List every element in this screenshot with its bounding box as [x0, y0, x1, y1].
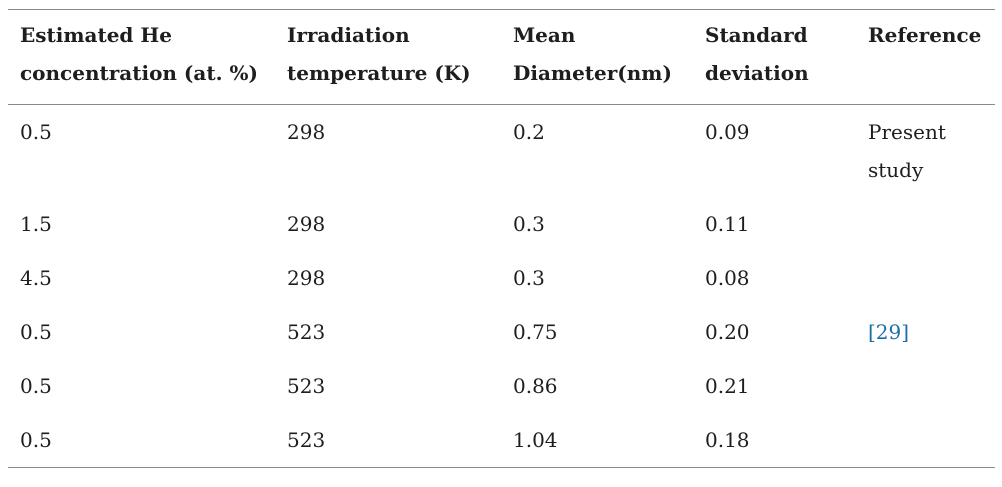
- cell-mean-diameter: 0.86: [513, 374, 558, 398]
- column-header-estimated-he-concentration: Estimated He concentration (at. %): [8, 9, 287, 105]
- cell-mean-diameter: 1.04: [513, 428, 558, 452]
- table-header: Estimated He concentration (at. %) Irrad…: [8, 9, 995, 105]
- table-row: 4.5 298 0.3 0.08: [8, 251, 995, 305]
- cell-irradiation-temperature: 523: [287, 428, 326, 452]
- cell-reference: [868, 197, 995, 251]
- cell-irradiation-temperature: 523: [287, 374, 326, 398]
- cell-mean-diameter: 0.2: [513, 120, 545, 144]
- column-header-standard-deviation: Standard deviation: [705, 9, 868, 105]
- cell-standard-deviation: 0.20: [705, 320, 750, 344]
- cell-reference: [29]: [868, 305, 995, 359]
- cell-reference: Present study: [868, 120, 946, 182]
- table-row: 0.5 523 0.75 0.20 [29]: [8, 305, 995, 359]
- cell-estimated-he-concentration: 0.5: [20, 120, 52, 144]
- cell-irradiation-temperature: 298: [287, 120, 326, 144]
- cell-estimated-he-concentration: 1.5: [20, 212, 52, 236]
- cell-estimated-he-concentration: 0.5: [20, 320, 52, 344]
- reference-citation-link[interactable]: [29]: [868, 320, 910, 344]
- table-row: 0.5 523 1.04 0.18: [8, 413, 995, 468]
- cell-estimated-he-concentration: 0.5: [20, 428, 52, 452]
- cell-reference: [868, 413, 995, 468]
- cell-standard-deviation: 0.18: [705, 428, 750, 452]
- cell-standard-deviation: 0.21: [705, 374, 750, 398]
- table-row: 0.5 298 0.2 0.09 Present study: [8, 105, 995, 198]
- cell-estimated-he-concentration: 4.5: [20, 266, 52, 290]
- cell-mean-diameter: 0.75: [513, 320, 558, 344]
- table-header-row: Estimated He concentration (at. %) Irrad…: [8, 9, 995, 105]
- cell-reference: [868, 359, 995, 413]
- cell-standard-deviation: 0.08: [705, 266, 750, 290]
- cell-estimated-he-concentration: 0.5: [20, 374, 52, 398]
- cell-irradiation-temperature: 523: [287, 320, 326, 344]
- cell-mean-diameter: 0.3: [513, 266, 545, 290]
- column-header-irradiation-temperature: Irradiation temperature (K): [287, 9, 513, 105]
- cell-standard-deviation: 0.11: [705, 212, 750, 236]
- column-header-reference: Reference: [868, 9, 995, 105]
- column-header-mean-diameter: Mean Diameter(nm): [513, 9, 705, 105]
- cell-irradiation-temperature: 298: [287, 212, 326, 236]
- table-row: 1.5 298 0.3 0.11: [8, 197, 995, 251]
- results-table-container: Estimated He concentration (at. %) Irrad…: [8, 9, 995, 468]
- cell-mean-diameter: 0.3: [513, 212, 545, 236]
- table-body: 0.5 298 0.2 0.09 Present study 1.5 298 0.3 0.11 4…: [8, 105, 995, 468]
- results-table: Estimated He concentration (at. %) Irrad…: [8, 9, 995, 468]
- cell-reference: [868, 251, 995, 305]
- cell-standard-deviation: 0.09: [705, 120, 750, 144]
- cell-irradiation-temperature: 298: [287, 266, 326, 290]
- table-row: 0.5 523 0.86 0.21: [8, 359, 995, 413]
